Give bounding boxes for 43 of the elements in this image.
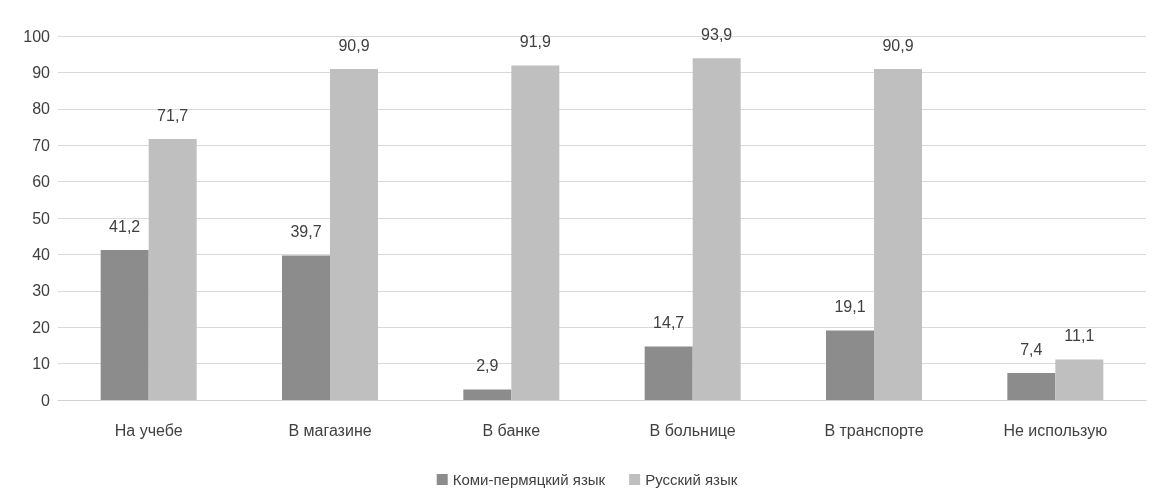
y-tick-label: 10 (32, 355, 51, 373)
data-label: 11,1 (1064, 327, 1095, 345)
y-tick-label: 60 (32, 173, 51, 191)
x-tick-label: В банке (482, 421, 541, 439)
bar (644, 346, 693, 400)
y-tick-label: 100 (23, 27, 51, 45)
bar (511, 65, 560, 400)
bar (826, 330, 874, 400)
bar (100, 250, 149, 400)
y-tick-label: 30 (32, 282, 51, 300)
x-tick-label: В больнице (649, 421, 736, 439)
data-label: 7,4 (1020, 340, 1043, 358)
y-tick-label: 40 (32, 245, 51, 263)
y-tick-label: 0 (41, 391, 51, 409)
y-tick-label: 50 (32, 209, 51, 227)
data-label: 90,9 (882, 36, 914, 54)
x-tick-label: В транспорте (824, 421, 924, 439)
bar (1007, 373, 1056, 400)
bar (148, 139, 197, 400)
x-tick-label: Не использую (1003, 421, 1108, 439)
data-label: 39,7 (290, 222, 322, 240)
bar (282, 255, 330, 400)
data-label: 93,9 (701, 25, 733, 43)
x-tick-label: На учебе (114, 421, 183, 439)
bar (1055, 359, 1104, 400)
data-label: 90,9 (338, 36, 370, 54)
data-label: 14,7 (653, 313, 685, 331)
bar (692, 58, 741, 400)
data-label: 91,9 (519, 32, 552, 50)
y-tick-label: 80 (32, 100, 51, 118)
data-label: 19,1 (834, 297, 866, 315)
data-label: 71,7 (157, 106, 189, 124)
bar (463, 389, 512, 400)
legend-label: Русский язык (645, 471, 738, 488)
data-label: 41,2 (109, 217, 141, 235)
data-label: 2,9 (476, 356, 499, 374)
bar (874, 69, 922, 400)
legend-label: Коми-пермяцкий язык (452, 471, 606, 488)
y-tick-label: 90 (32, 63, 51, 81)
bar (330, 69, 378, 400)
x-tick-label: В магазине (288, 421, 372, 439)
y-tick-label: 20 (32, 318, 51, 336)
y-tick-label: 70 (32, 136, 51, 154)
